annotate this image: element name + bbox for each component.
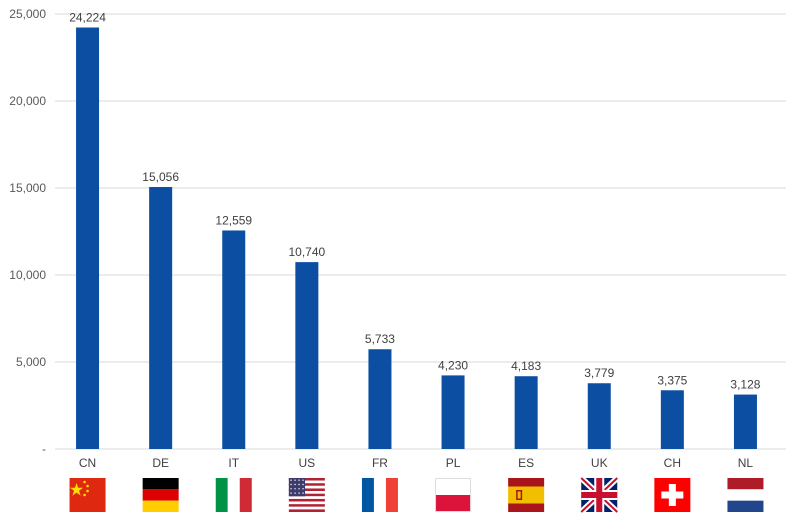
y-tick-label: 20,000 xyxy=(9,94,46,108)
bar-cn xyxy=(76,28,99,449)
x-tick-label: FR xyxy=(372,456,388,470)
flag-uk-icon xyxy=(581,478,617,512)
bar-de xyxy=(149,187,172,449)
x-tick-label: CN xyxy=(79,456,96,470)
bar-fr xyxy=(368,349,391,449)
flag-fr-icon xyxy=(362,478,398,512)
flag-row xyxy=(70,478,764,512)
data-label: 4,183 xyxy=(511,359,541,373)
y-tick-label: 10,000 xyxy=(9,268,46,282)
data-labels: 24,224 15,056 12,559 10,740 5,733 4,230 4,183 3… xyxy=(69,11,761,392)
flag-us-icon xyxy=(289,478,325,512)
bar-it xyxy=(222,230,245,449)
x-tick-label: DE xyxy=(152,456,169,470)
x-tick-label: IT xyxy=(228,456,239,470)
data-label: 3,375 xyxy=(657,373,687,387)
flag-de-icon xyxy=(143,478,179,512)
flag-ch-icon xyxy=(654,478,690,512)
bar-us xyxy=(295,262,318,449)
flag-cn-icon xyxy=(70,478,106,512)
data-label: 5,733 xyxy=(365,332,395,346)
data-label: 12,559 xyxy=(215,213,252,227)
x-tick-label: ES xyxy=(518,456,534,470)
x-axis-labels: CN DE IT US FR PL ES UK CH NL xyxy=(79,456,754,470)
bars xyxy=(76,28,757,449)
x-tick-label: NL xyxy=(738,456,754,470)
y-tick-label: 15,000 xyxy=(9,181,46,195)
bar-es xyxy=(515,376,538,449)
bar-pl xyxy=(442,375,465,449)
bar-uk xyxy=(588,383,611,449)
x-tick-label: UK xyxy=(591,456,608,470)
flag-it-icon xyxy=(216,478,252,512)
bar-nl xyxy=(734,395,757,449)
x-tick-label: CH xyxy=(664,456,681,470)
flag-es-icon xyxy=(508,478,544,512)
data-label: 3,128 xyxy=(730,378,760,392)
y-axis-ticks: - 5,000 10,000 15,000 20,000 25,000 xyxy=(9,7,46,456)
data-label: 24,224 xyxy=(69,11,106,25)
bar-ch xyxy=(661,390,684,449)
y-tick-label: 5,000 xyxy=(16,355,46,369)
x-tick-label: PL xyxy=(446,456,461,470)
y-tick-label: - xyxy=(42,442,46,456)
x-tick-label: US xyxy=(299,456,316,470)
y-tick-label: 25,000 xyxy=(9,7,46,21)
data-label: 10,740 xyxy=(288,245,325,259)
data-label: 3,779 xyxy=(584,366,614,380)
flag-nl-icon xyxy=(727,478,763,512)
data-label: 4,230 xyxy=(438,358,468,372)
data-label: 15,056 xyxy=(142,170,179,184)
flag-pl-icon xyxy=(435,478,471,512)
